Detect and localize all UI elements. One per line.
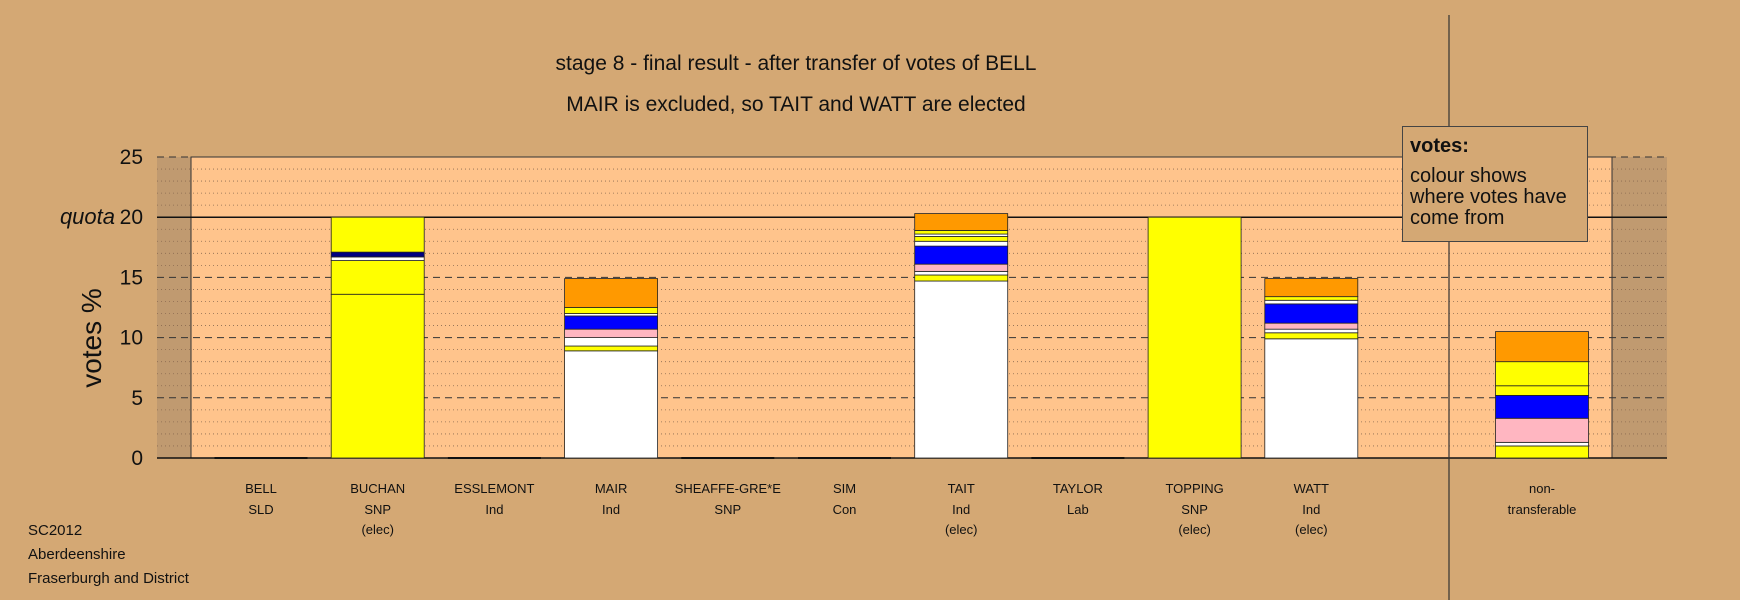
- bar-tait-segment: [914, 213, 1009, 231]
- bar-nontransferable-segment: [1495, 385, 1589, 396]
- bar-tait-segment: [914, 274, 1009, 282]
- chart-title: stage 8 - final result - after transfer …: [555, 52, 1037, 75]
- candidate-name-sheaffe-gre-e: SHEAFFE-GRE*E: [675, 481, 782, 496]
- candidate-name-sim: SIM: [833, 481, 856, 496]
- footer-ward: Fraserburgh and District: [28, 570, 189, 587]
- bar-nontransferable-segment: [1495, 361, 1589, 387]
- bar-tait-segment: [914, 240, 1009, 247]
- bar-watt-segment: [1264, 296, 1359, 301]
- candidate-status-tait: (elec): [945, 522, 978, 537]
- candidate-party-buchan: SNP: [364, 502, 391, 517]
- candidate-status-buchan: (elec): [361, 522, 394, 537]
- candidate-party-mair: Ind: [602, 502, 620, 517]
- legend-box: votes: colour shows where votes have com…: [1402, 126, 1588, 242]
- nontransferable-label-2: transferable: [1508, 502, 1577, 517]
- y-tick-label: 25: [120, 146, 143, 169]
- bar-mair-segment: [564, 337, 658, 347]
- bar-watt-segment: [1264, 299, 1359, 305]
- bar-nontransferable-segment: [1495, 445, 1589, 459]
- quota-label: quota: [60, 204, 115, 229]
- bar-watt-segment: [1264, 328, 1359, 334]
- bar-buchan-segment: [330, 293, 425, 459]
- candidate-party-sim: Con: [833, 502, 857, 517]
- candidate-party-bell: SLD: [248, 502, 273, 517]
- candidate-party-taylor: Lab: [1067, 502, 1089, 517]
- bar-buchan-segment: [330, 251, 425, 258]
- candidate-name-buchan: BUCHAN: [350, 481, 405, 496]
- bar-nontransferable-segment: [1495, 441, 1589, 447]
- bar-mair-segment: [564, 350, 658, 459]
- y-tick-label: 15: [120, 266, 143, 289]
- candidate-party-topping: SNP: [1181, 502, 1208, 517]
- y-tick-label: 5: [131, 387, 143, 410]
- bar-buchan-segment: [330, 260, 425, 295]
- bar-watt-segment: [1264, 303, 1359, 324]
- y-axis-label: votes %: [76, 288, 107, 388]
- candidate-name-tait: TAIT: [948, 481, 975, 496]
- bar-watt-segment: [1264, 338, 1359, 459]
- bar-buchan-segment: [330, 256, 425, 261]
- footer-council: Aberdeenshire: [28, 546, 126, 563]
- chart-subtitle: MAIR is excluded, so TAIT and WATT are e…: [566, 93, 1026, 116]
- bar-nontransferable-segment: [1495, 331, 1589, 363]
- bar-watt-segment: [1264, 278, 1359, 298]
- bar-topping-segment: [1147, 216, 1242, 459]
- bar-tait-segment: [914, 230, 1009, 235]
- candidate-party-tait: Ind: [952, 502, 970, 517]
- candidate-party-esslemont: Ind: [485, 502, 503, 517]
- bar-nontransferable-segment: [1495, 417, 1589, 443]
- y-tick-label: 0: [131, 447, 143, 470]
- bar-tait-segment: [914, 270, 1009, 276]
- bar-nontransferable-segment: [1495, 394, 1589, 419]
- legend-body: colour shows where votes have come from: [1410, 165, 1567, 229]
- y-tick-label: 10: [120, 327, 143, 350]
- bar-mair-segment: [564, 278, 658, 308]
- candidate-party-watt: Ind: [1302, 502, 1320, 517]
- bar-watt-segment: [1264, 332, 1359, 340]
- bar-mair-segment: [564, 345, 658, 352]
- candidate-name-taylor: TAYLOR: [1053, 481, 1103, 496]
- y-tick-label: 20: [120, 206, 143, 229]
- nontransferable-label-1: non-: [1529, 481, 1555, 496]
- candidate-name-esslemont: ESSLEMONT: [454, 481, 534, 496]
- candidate-status-topping: (elec): [1178, 522, 1211, 537]
- legend-heading: votes:: [1410, 135, 1469, 157]
- candidate-name-watt: WATT: [1294, 481, 1329, 496]
- bar-tait-segment: [914, 236, 1009, 242]
- bar-mair-segment: [564, 315, 658, 330]
- plot-area: [190, 156, 1613, 459]
- candidate-name-mair: MAIR: [595, 481, 628, 496]
- candidate-status-watt: (elec): [1295, 522, 1328, 537]
- candidate-party-sheaffe-gre-e: SNP: [714, 502, 741, 517]
- bar-mair-segment: [564, 328, 658, 338]
- bar-mair-segment: [564, 307, 658, 314]
- bar-watt-segment: [1264, 322, 1359, 330]
- footer-election: SC2012: [28, 522, 83, 539]
- bar-tait-segment: [914, 245, 1009, 265]
- candidate-name-bell: BELL: [245, 481, 277, 496]
- bar-tait-segment: [914, 263, 1009, 272]
- bar-tait-segment: [914, 280, 1009, 459]
- candidate-name-topping: TOPPING: [1165, 481, 1223, 496]
- bar-buchan-segment: [330, 216, 425, 253]
